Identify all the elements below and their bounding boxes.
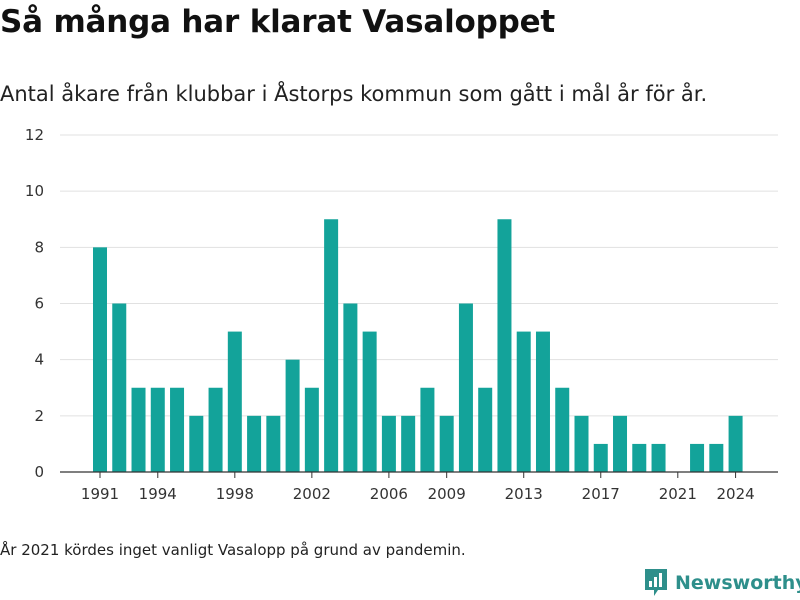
axes: 0 2 4 6 8 10 12 1991 1994 1998 2002 2006 2009 2013 201… (25, 126, 778, 503)
bar-2016 (574, 415, 589, 472)
bar-2008 (420, 387, 435, 472)
bar-1991 (93, 247, 107, 472)
x-tick-label-2017: 2017 (582, 485, 620, 503)
bar-1997 (208, 387, 223, 472)
y-tick-label-2: 2 (34, 407, 44, 425)
y-tick-label-12: 12 (25, 126, 44, 144)
y-tick-label-10: 10 (25, 182, 44, 200)
bar-2023 (709, 443, 724, 472)
bar-1994 (150, 387, 165, 472)
bar-1993 (131, 387, 146, 472)
bar-2018 (613, 415, 628, 472)
bar-chart: 0 2 4 6 8 10 12 1991 1994 1998 2002 2006 2009 2013 201… (25, 126, 778, 503)
bar-2002 (304, 387, 319, 472)
newsworthy-logo-icon (645, 569, 667, 596)
y-tick-label-4: 4 (34, 351, 44, 369)
bar-1995 (170, 387, 185, 472)
bar-2015 (555, 387, 570, 472)
bar-2014 (535, 331, 550, 472)
y-tick-label-8: 8 (34, 238, 44, 256)
x-tick-label-2006: 2006 (370, 485, 408, 503)
x-tick-label-2021: 2021 (659, 485, 697, 503)
bar-2010 (458, 303, 473, 472)
bar-2003 (324, 219, 339, 472)
bar-1998 (227, 331, 242, 472)
bar-2017 (593, 443, 608, 472)
x-tick-label-1998: 1998 (216, 485, 254, 503)
bars (93, 219, 743, 472)
bar-2012 (497, 219, 512, 472)
bar-1996 (189, 415, 204, 472)
bar-1992 (112, 303, 127, 472)
x-tick-label-2013: 2013 (505, 485, 543, 503)
bar-2007 (401, 415, 416, 472)
footnote: År 2021 kördes inget vanligt Vasalopp på… (0, 541, 466, 559)
bar-2020 (651, 443, 666, 472)
bar-2019 (632, 443, 647, 472)
bar-2006 (381, 415, 396, 472)
bar-2009 (439, 415, 454, 472)
x-tick-label-1991: 1991 (81, 485, 119, 503)
chart-title: Så många har klarat Vasaloppet (0, 4, 556, 40)
x-tick-label-2009: 2009 (428, 485, 466, 503)
chart-subtitle: Antal åkare från klubbar i Åstorps kommu… (0, 82, 708, 106)
bar-2005 (362, 331, 377, 472)
x-tick-label-2002: 2002 (293, 485, 331, 503)
grid-lines (60, 134, 778, 417)
bar-2000 (266, 415, 281, 472)
newsworthy-logo-text: Newsworthy (675, 572, 800, 594)
bar-2024 (728, 415, 743, 472)
bar-2001 (285, 359, 300, 472)
newsworthy-logo: Newsworthy (643, 568, 800, 598)
bar-2004 (343, 303, 358, 472)
bar-2011 (478, 387, 493, 472)
bar-1999 (247, 415, 262, 472)
x-tick-label-1994: 1994 (139, 485, 177, 503)
y-tick-label-0: 0 (34, 463, 44, 481)
bar-2013 (516, 331, 531, 472)
x-tick-label-2024: 2024 (716, 485, 754, 503)
bar-2022 (690, 443, 705, 472)
y-tick-label-6: 6 (34, 295, 44, 313)
